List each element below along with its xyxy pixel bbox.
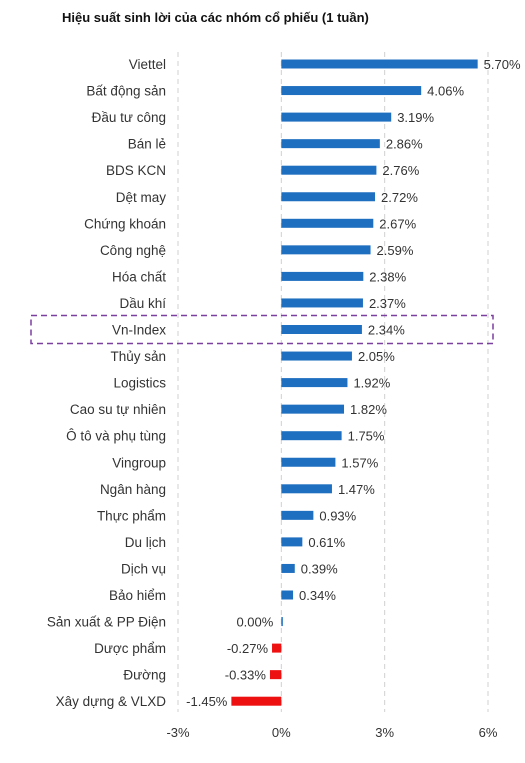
bar-15 <box>281 457 336 467</box>
value-label-4: 2.76% <box>382 163 419 178</box>
value-label-0: 5.70% <box>484 57 521 72</box>
value-label-6: 2.67% <box>379 216 416 231</box>
value-label-15: 1.57% <box>341 455 378 470</box>
bar-24 <box>231 696 282 706</box>
value-label-12: 1.92% <box>353 376 390 391</box>
value-label-16: 1.47% <box>338 482 375 497</box>
category-label-19: Dịch vụ <box>121 561 166 576</box>
x-tick-label-0: -3% <box>166 725 190 740</box>
x-tick-label-2: 3% <box>375 725 394 740</box>
category-label-8: Hóa chất <box>112 269 166 284</box>
x-tick-label-3: 6% <box>479 725 498 740</box>
bar-3 <box>281 139 380 149</box>
bar-22 <box>272 643 282 653</box>
bar-23 <box>269 670 282 680</box>
bar-8 <box>281 271 364 281</box>
bar-9 <box>281 298 363 308</box>
value-label-11: 2.05% <box>358 349 395 364</box>
category-label-3: Bán lẻ <box>128 137 166 152</box>
category-label-24: Xây dựng & VLXD <box>56 694 167 709</box>
bar-16 <box>281 484 332 494</box>
bar-17 <box>281 510 314 520</box>
bar-5 <box>281 192 376 202</box>
category-label-17: Thực phẩm <box>97 508 166 523</box>
bar-18 <box>281 537 303 547</box>
category-label-16: Ngân hàng <box>100 482 166 497</box>
bar-4 <box>281 165 377 175</box>
value-label-3: 2.86% <box>386 137 423 152</box>
bar-10 <box>281 325 362 334</box>
category-label-5: Dệt may <box>116 190 167 205</box>
category-label-12: Logistics <box>113 376 166 391</box>
value-label-10: 2.34% <box>368 323 405 338</box>
highlight-box <box>30 314 494 345</box>
category-label-11: Thủy sản <box>110 349 166 364</box>
x-tick-label-1: 0% <box>272 725 291 740</box>
value-label-18: 0.61% <box>308 535 345 550</box>
value-label-7: 2.59% <box>377 243 414 258</box>
category-label-10: Vn-Index <box>112 323 166 338</box>
category-label-6: Chứng khoán <box>84 216 166 231</box>
bar-0 <box>281 59 478 69</box>
category-label-22: Dược phẩm <box>94 641 166 656</box>
value-label-22: -0.27% <box>227 641 269 656</box>
category-label-15: Vingroup <box>112 455 166 470</box>
value-label-24: -1.45% <box>186 694 228 709</box>
bar-19 <box>281 563 295 573</box>
category-label-0: Viettel <box>129 57 166 72</box>
category-label-9: Dầu khí <box>119 296 166 311</box>
category-label-20: Bảo hiểm <box>109 588 166 603</box>
chart-title: Hiệu suất sinh lời của các nhóm cổ phiếu… <box>62 10 369 25</box>
bar-11 <box>281 351 352 361</box>
category-label-13: Cao su tự nhiên <box>70 402 166 417</box>
value-label-17: 0.93% <box>319 508 356 523</box>
bar-14 <box>281 431 342 441</box>
highlight-layer <box>30 314 494 345</box>
value-label-8: 2.38% <box>369 269 406 284</box>
x-axis-ticks: -3% 0% 3% 6% <box>166 725 497 740</box>
bar-6 <box>281 218 374 228</box>
category-label-1: Bất động sản <box>86 84 166 99</box>
value-label-21: 0.00% <box>236 615 273 630</box>
value-label-19: 0.39% <box>301 561 338 576</box>
bar-2 <box>281 112 392 122</box>
labels: Viettel 5.70% Bất động sản 4.06% Đầu tư công… <box>47 57 521 709</box>
value-label-20: 0.34% <box>299 588 336 603</box>
value-label-14: 1.75% <box>348 429 385 444</box>
value-label-5: 2.72% <box>381 190 418 205</box>
category-label-2: Đầu tư công <box>92 110 166 125</box>
value-label-23: -0.33% <box>225 668 267 683</box>
bar-21 <box>281 617 283 627</box>
category-label-18: Du lịch <box>125 535 166 550</box>
value-label-2: 3.19% <box>397 110 434 125</box>
value-label-13: 1.82% <box>350 402 387 417</box>
bar-1 <box>281 86 422 96</box>
bars <box>231 59 478 706</box>
category-label-21: Sản xuất & PP Điện <box>47 615 166 630</box>
bar-12 <box>281 378 348 388</box>
bar-20 <box>281 590 294 600</box>
value-label-9: 2.37% <box>369 296 406 311</box>
category-label-14: Ô tô và phụ tùng <box>66 429 166 444</box>
category-label-4: BDS KCN <box>106 163 166 178</box>
category-label-23: Đường <box>123 668 166 683</box>
category-label-7: Công nghệ <box>100 243 166 258</box>
value-label-1: 4.06% <box>427 84 464 99</box>
bar-13 <box>281 404 345 414</box>
grid-lines <box>177 52 489 712</box>
bar-7 <box>281 245 371 255</box>
